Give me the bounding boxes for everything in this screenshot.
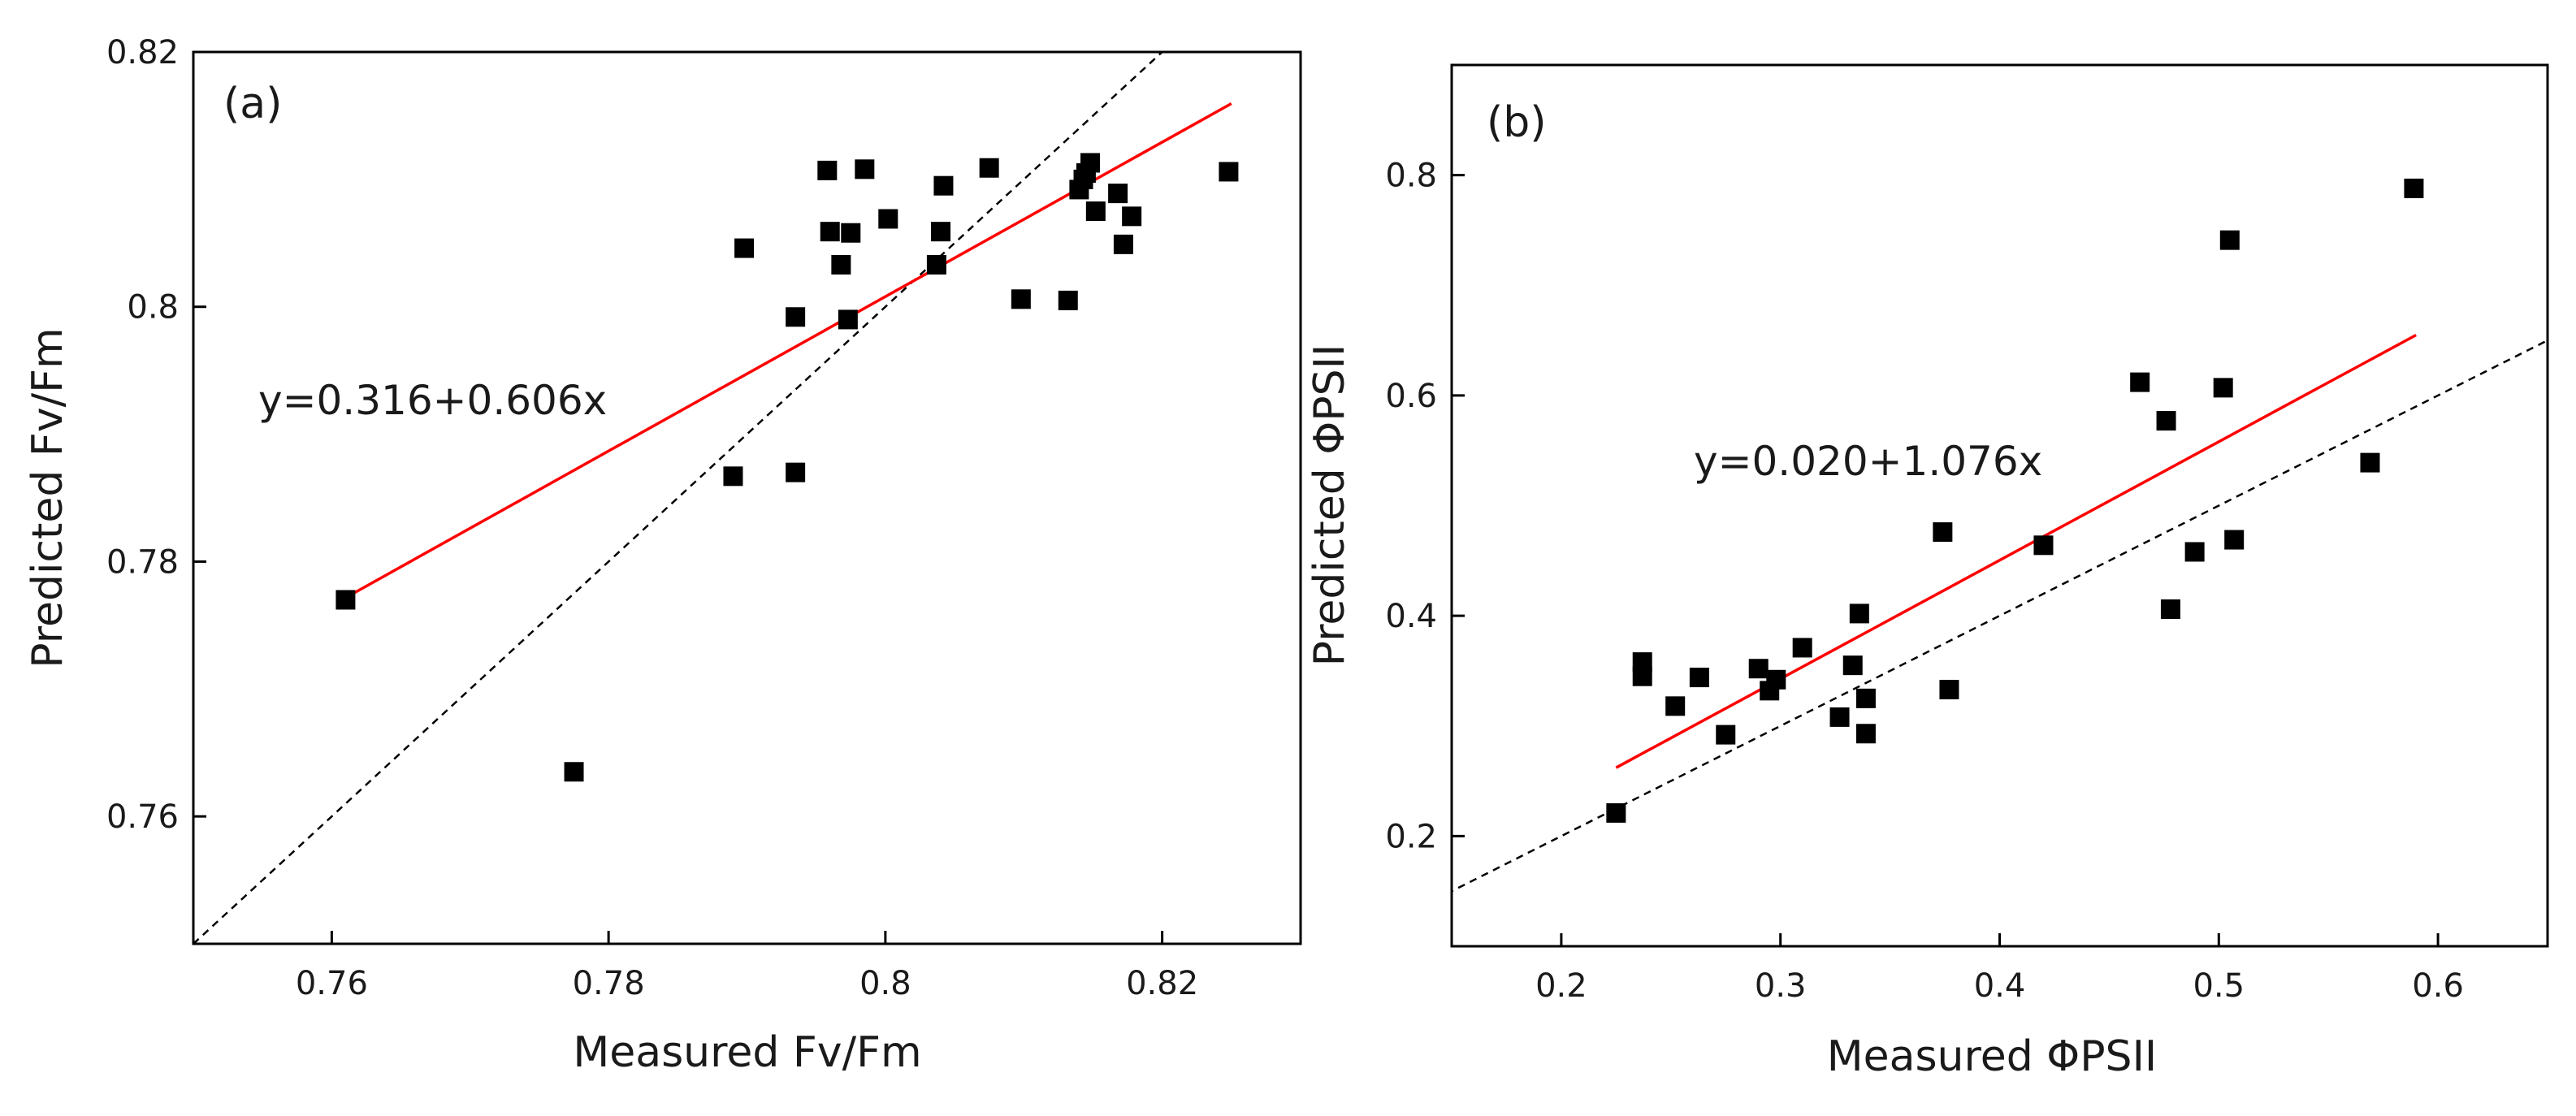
fit-line bbox=[344, 102, 1232, 599]
data-point bbox=[1080, 153, 1101, 173]
data-point bbox=[1933, 522, 1953, 543]
data-point bbox=[1606, 802, 1626, 823]
data-point bbox=[564, 762, 584, 782]
identity-line bbox=[1452, 339, 2548, 893]
fit-line bbox=[1615, 333, 2417, 769]
data-point bbox=[1689, 668, 1709, 688]
data-point bbox=[2224, 530, 2245, 550]
data-point bbox=[1748, 659, 1769, 679]
panel-b-equation: y=0.020+1.076x bbox=[1694, 438, 2042, 485]
panel-a-x-tick-label: 0.82 bbox=[1126, 965, 1198, 1002]
data-point bbox=[1108, 184, 1128, 204]
data-point bbox=[1766, 669, 1786, 690]
data-point bbox=[1113, 234, 1133, 254]
panel-a: 0.76 0.78 0.8 0.82 0.76 0.78 0.8 0.82 Me… bbox=[24, 34, 1302, 1077]
panel-a-x-tick-label: 0.78 bbox=[573, 965, 645, 1002]
panel-b-y-tick-label: 0.8 bbox=[1385, 158, 1437, 195]
plot-frame bbox=[192, 50, 1302, 945]
data-point bbox=[786, 307, 806, 327]
panel-b-y-tick-label: 0.2 bbox=[1385, 818, 1437, 855]
data-point bbox=[1792, 638, 1812, 658]
panel-a-y-axis-title: Predicted Fv/Fm bbox=[24, 327, 72, 668]
panel-b: 0.2 0.4 0.6 0.8 0.2 0.3 0.4 0.5 0.6 Meas… bbox=[1305, 63, 2549, 1081]
panel-b-x-tick-label: 0.5 bbox=[2193, 967, 2245, 1005]
data-point bbox=[820, 222, 840, 242]
data-point bbox=[2156, 411, 2176, 431]
data-point bbox=[878, 209, 898, 229]
data-point bbox=[2160, 599, 2180, 619]
data-point bbox=[931, 222, 951, 242]
panel-b-label: (b) bbox=[1487, 98, 1547, 147]
panel-b-x-tick-label: 0.2 bbox=[1535, 967, 1587, 1005]
data-point bbox=[2219, 230, 2240, 250]
data-point bbox=[2033, 535, 2054, 556]
data-point bbox=[841, 223, 861, 243]
data-point bbox=[926, 254, 946, 275]
data-point bbox=[1219, 162, 1239, 182]
data-point bbox=[786, 462, 806, 482]
data-point bbox=[336, 590, 356, 610]
data-point bbox=[1939, 679, 1959, 699]
panel-a-label: (a) bbox=[223, 80, 282, 128]
data-point bbox=[2184, 542, 2205, 562]
data-point bbox=[1011, 289, 1031, 309]
identity-line bbox=[193, 52, 1164, 944]
data-point bbox=[1716, 725, 1736, 745]
data-point bbox=[855, 159, 875, 180]
data-point bbox=[817, 160, 838, 180]
data-point bbox=[1058, 290, 1078, 310]
panel-a-y-tick-label: 0.78 bbox=[106, 543, 179, 581]
panel-a-x-tick-label: 0.76 bbox=[296, 965, 368, 1002]
data-point bbox=[933, 175, 954, 196]
data-point bbox=[734, 238, 755, 258]
panel-b-y-tick-label: 0.6 bbox=[1385, 378, 1437, 415]
panel-a-x-axis-title: Measured Fv/Fm bbox=[573, 1028, 921, 1077]
data-point bbox=[1085, 201, 1106, 222]
panel-a-y-tick-label: 0.8 bbox=[127, 289, 179, 327]
data-point bbox=[1855, 688, 1876, 708]
data-point bbox=[838, 309, 858, 330]
data-point bbox=[1855, 724, 1876, 744]
panel-b-x-tick-label: 0.4 bbox=[1974, 967, 2026, 1005]
panel-a-equation: y=0.316+0.606x bbox=[258, 377, 607, 424]
panel-b-x-tick-label: 0.6 bbox=[2412, 967, 2464, 1005]
panel-a-x-tick-label: 0.8 bbox=[859, 965, 911, 1002]
data-point bbox=[1665, 696, 1686, 716]
data-point bbox=[1122, 206, 1142, 227]
panel-b-x-tick-label: 0.3 bbox=[1755, 967, 1807, 1005]
data-point bbox=[979, 158, 999, 178]
data-point bbox=[2404, 178, 2424, 198]
data-point bbox=[1829, 707, 1850, 727]
data-point bbox=[2360, 452, 2380, 473]
panel-a-y-tick-label: 0.76 bbox=[106, 798, 179, 836]
data-point bbox=[1632, 666, 1652, 686]
data-point bbox=[831, 254, 851, 275]
panel-a-y-tick-label: 0.82 bbox=[106, 34, 179, 71]
data-point bbox=[1849, 603, 1869, 624]
panel-b-y-tick-label: 0.4 bbox=[1385, 598, 1437, 635]
data-point bbox=[2130, 372, 2150, 392]
data-point bbox=[1842, 655, 1863, 676]
data-point bbox=[723, 466, 743, 487]
data-point bbox=[2213, 378, 2233, 398]
panel-b-x-axis-title: Measured ΦPSII bbox=[1827, 1032, 2158, 1081]
panel-b-y-axis-title: Predicted ΦPSII bbox=[1305, 344, 1354, 667]
